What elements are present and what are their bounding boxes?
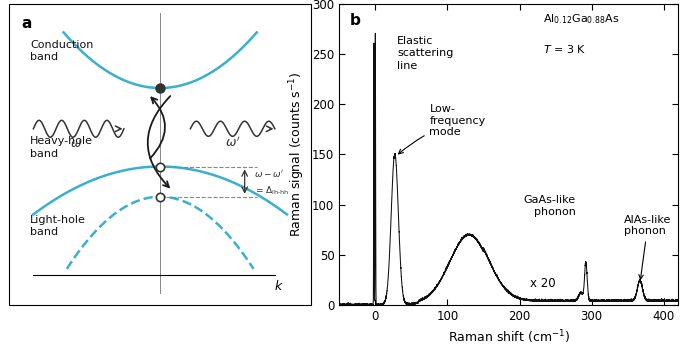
Text: a: a bbox=[21, 15, 32, 31]
Text: Elastic
scattering
line: Elastic scattering line bbox=[397, 36, 453, 71]
Text: Heavy-hole
band: Heavy-hole band bbox=[30, 136, 93, 159]
Text: $\omega'$: $\omega'$ bbox=[225, 135, 240, 150]
Text: k: k bbox=[275, 280, 282, 293]
Text: Conduction
band: Conduction band bbox=[30, 40, 94, 62]
Text: x 20: x 20 bbox=[530, 277, 556, 290]
Text: AlAs-like
phonon: AlAs-like phonon bbox=[624, 215, 671, 279]
Text: $\omega$: $\omega$ bbox=[70, 137, 82, 150]
Text: $= \Delta_{\rm lh\text{-}hh}$: $= \Delta_{\rm lh\text{-}hh}$ bbox=[253, 185, 288, 197]
Text: GaAs-like
phonon: GaAs-like phonon bbox=[523, 195, 576, 217]
X-axis label: Raman shift (cm$^{-1}$): Raman shift (cm$^{-1}$) bbox=[447, 329, 570, 346]
Text: $\omega - \omega^\prime$: $\omega - \omega^\prime$ bbox=[253, 167, 284, 179]
Text: Low-
frequency
mode: Low- frequency mode bbox=[399, 104, 486, 154]
Text: Light-hole
band: Light-hole band bbox=[30, 215, 86, 237]
Text: $T$ = 3 K: $T$ = 3 K bbox=[543, 43, 586, 55]
Y-axis label: Raman signal (counts s$^{-1}$): Raman signal (counts s$^{-1}$) bbox=[287, 72, 307, 237]
Text: b: b bbox=[349, 13, 360, 28]
Text: Al$_{0.12}$Ga$_{0.88}$As: Al$_{0.12}$Ga$_{0.88}$As bbox=[543, 13, 619, 26]
